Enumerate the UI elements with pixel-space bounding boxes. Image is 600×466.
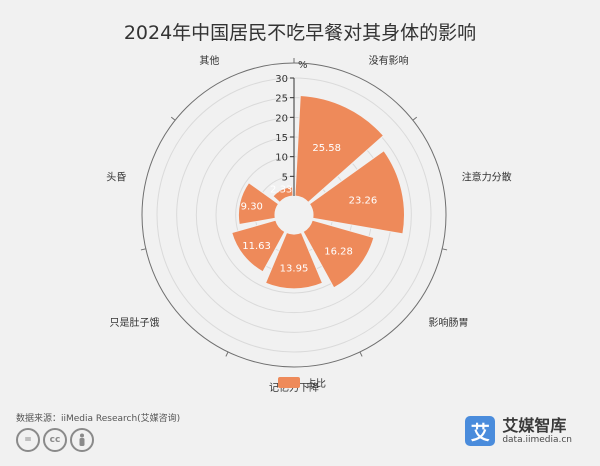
bar-3 <box>302 219 375 289</box>
radial-tick-label: 25 <box>275 94 288 105</box>
data-source: 数据来源：iiMedia Research(艾媒咨询) <box>16 414 181 424</box>
brand-mark: 艾 <box>465 416 496 446</box>
category-label: 没有影响 <box>369 54 409 67</box>
category-label: 其他 <box>199 54 219 67</box>
chart-center <box>276 197 312 233</box>
chart-title: 2024年中国居民不吃早餐对其身体的影响 <box>123 22 477 44</box>
angle-tick <box>170 116 176 121</box>
bar-5 <box>231 219 286 273</box>
value-label: 2.33 <box>270 184 292 195</box>
angle-tick <box>442 248 448 251</box>
category-label: 只是肚子饿 <box>110 317 160 329</box>
radial-tick-label: 15 <box>275 133 288 144</box>
angle-tick <box>412 116 418 121</box>
bar-4 <box>264 231 324 290</box>
value-label: 13.95 <box>280 263 309 274</box>
value-label: 25.58 <box>312 143 341 154</box>
legend-swatch <box>278 377 300 388</box>
value-label: 23.26 <box>349 195 378 206</box>
category-label: 头昏 <box>106 171 126 184</box>
category-label: 影响肠胃 <box>428 316 468 329</box>
value-label: 16.28 <box>324 247 353 258</box>
brand-url: data.iimedia.cn <box>502 435 572 445</box>
bar-6 <box>237 181 280 226</box>
license-badges: = cc <box>16 428 94 452</box>
radial-tick-label: 30 <box>275 74 288 85</box>
category-label: 注意力分散 <box>462 171 512 184</box>
radial-tick-label: 10 <box>275 153 288 164</box>
legend[interactable]: 占比 <box>278 375 326 390</box>
bar-1 <box>294 95 385 204</box>
angle-tick <box>140 248 146 251</box>
angle-tick <box>225 351 229 357</box>
radial-tick-label: 5 <box>282 172 288 183</box>
radial-tick-label: 20 <box>275 113 288 124</box>
legend-label: 占比 <box>306 379 326 390</box>
cc-icon: cc <box>43 428 67 452</box>
equals-icon: = <box>16 428 40 452</box>
value-label: 11.63 <box>242 241 271 252</box>
bar-7 <box>272 186 294 204</box>
radial-unit-label: % <box>298 60 308 71</box>
brand-logo: 艾 艾媒智库 data.iimedia.cn <box>465 416 572 446</box>
angle-tick <box>359 351 363 357</box>
value-label: 9.30 <box>241 201 263 212</box>
brand-name: 艾媒智库 <box>502 416 567 435</box>
bar-2 <box>308 150 405 235</box>
person-icon <box>70 428 94 452</box>
